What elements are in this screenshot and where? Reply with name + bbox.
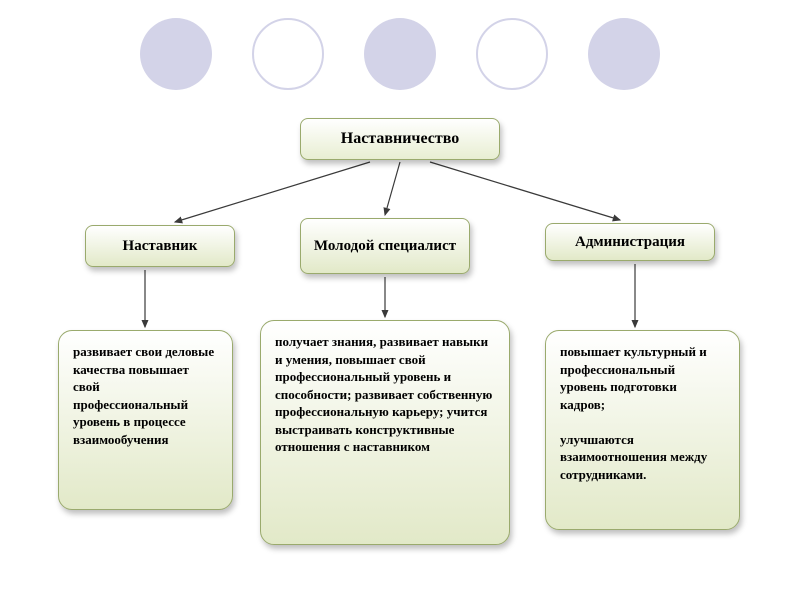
mid-node-mentor: Наставник: [85, 225, 235, 267]
leaf-text: развивает свои деловые качества повышает…: [73, 343, 218, 448]
leaf-node-admin-desc: повышает культурный и профессиональный у…: [545, 330, 740, 530]
mid-node-young: Молодой специалист: [300, 218, 470, 274]
hollow-circle: [476, 18, 548, 90]
filled-circle: [140, 18, 212, 90]
root-node: Наставничество: [300, 118, 500, 160]
decorative-circles: [0, 18, 800, 90]
leaf-node-mentor-desc: развивает свои деловые качества повышает…: [58, 330, 233, 510]
mid-label: Молодой специалист: [314, 238, 456, 255]
root-label: Наставничество: [341, 130, 460, 148]
leaf-node-young-desc: получает знания, развивает навыки и умен…: [260, 320, 510, 545]
mid-node-admin: Администрация: [545, 223, 715, 261]
mid-label: Администрация: [575, 234, 685, 251]
filled-circle: [588, 18, 660, 90]
leaf-text: повышает культурный и профессиональный у…: [560, 343, 725, 483]
filled-circle: [364, 18, 436, 90]
mid-label: Наставник: [123, 238, 198, 255]
hollow-circle: [252, 18, 324, 90]
leaf-text: получает знания, развивает навыки и умен…: [275, 333, 495, 456]
